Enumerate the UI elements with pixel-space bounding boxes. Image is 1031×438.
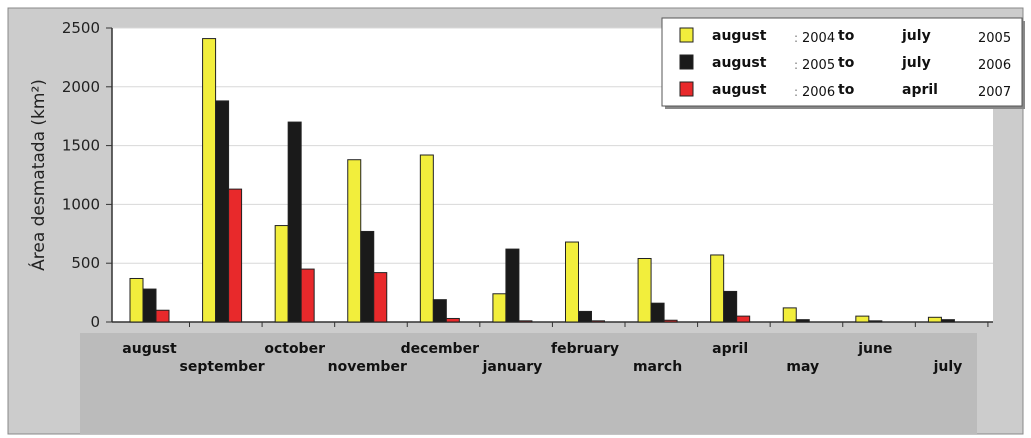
bar-february-series-2: [578, 310, 592, 323]
x-tick-label-february: february: [551, 341, 619, 357]
bar-december-series-2: [432, 299, 447, 323]
bar-july-series-1: [927, 316, 942, 323]
bar-january-series-3: [518, 320, 533, 323]
legend-from-month: august: [712, 82, 767, 98]
bar-december-series-1: [419, 154, 434, 323]
legend-swatch-series-3: [679, 81, 694, 97]
legend-from-month: august: [712, 55, 767, 71]
legend-swatch-series-2: [679, 54, 694, 70]
y-tick-label: 0: [90, 313, 100, 331]
bar-may-series-1: [782, 307, 797, 323]
y-tick-label: 1000: [62, 195, 100, 213]
legend-to-word: to: [838, 82, 855, 98]
legend-from-year: 2004: [802, 31, 835, 46]
x-tick-label-november: november: [328, 359, 407, 375]
y-axis-label: Área desmatada (km²): [27, 79, 49, 271]
legend-box: [661, 17, 1023, 107]
legend-to-year: 2007: [978, 85, 1011, 100]
bar-august-series-1: [129, 277, 144, 323]
bar-october-series-2: [287, 121, 302, 323]
bar-february-series-3: [591, 320, 605, 323]
legend-to-month: april: [902, 82, 938, 98]
legend-to-year: 2005: [978, 31, 1011, 46]
x-tick-label-april: april: [712, 341, 748, 357]
bar-october-series-1: [274, 225, 289, 323]
bar-january-series-1: [492, 293, 507, 323]
bar-june-series-2: [868, 320, 883, 323]
legend-to-word: to: [838, 28, 855, 44]
x-tick-label-june: june: [857, 341, 892, 357]
bar-august-series-2: [142, 288, 157, 323]
legend-separator-dot: :: [794, 85, 798, 99]
legend-to-month: july: [901, 28, 931, 44]
bar-november-series-1: [347, 159, 362, 323]
bar-july-series-2: [940, 319, 955, 323]
legend-from-month: august: [712, 28, 767, 44]
legend-swatch-series-1: [679, 27, 694, 43]
bar-may-series-2: [795, 319, 810, 323]
bar-april-series-3: [736, 315, 751, 323]
x-tick-label-january: january: [482, 359, 543, 375]
x-tick-label-may: may: [786, 359, 819, 375]
category-label-band: [80, 333, 977, 434]
legend-separator-dot: :: [794, 31, 798, 45]
bar-september-series-1: [202, 38, 217, 323]
y-tick-label: 2000: [62, 78, 100, 96]
bar-june-series-1: [855, 315, 870, 323]
bar-march-series-2: [650, 302, 665, 323]
x-tick-label-september: september: [180, 359, 265, 375]
x-tick-label-october: october: [264, 341, 325, 357]
y-tick-label: 2500: [62, 19, 100, 37]
legend-from-year: 2005: [802, 58, 835, 73]
bar-september-series-2: [215, 100, 230, 323]
bar-december-series-3: [445, 317, 460, 323]
bar-march-series-1: [637, 257, 652, 323]
bar-november-series-3: [373, 272, 388, 323]
x-tick-label-march: march: [633, 359, 682, 375]
x-tick-label-august: august: [122, 341, 177, 357]
bar-april-series-1: [710, 254, 725, 323]
legend-to-month: july: [901, 55, 931, 71]
x-tick-label-july: july: [933, 359, 963, 375]
bar-january-series-2: [505, 248, 520, 323]
bar-march-series-3: [663, 319, 678, 323]
bar-september-series-3: [228, 188, 243, 323]
x-tick-label-december: december: [401, 341, 479, 357]
bar-april-series-2: [723, 290, 738, 323]
bar-august-series-3: [155, 309, 170, 323]
legend-from-year: 2006: [802, 85, 835, 100]
legend-to-year: 2006: [978, 58, 1011, 73]
legend-to-word: to: [838, 55, 855, 71]
legend-separator-dot: :: [794, 58, 798, 72]
bar-february-series-1: [565, 241, 579, 323]
y-tick-label: 1500: [62, 137, 100, 155]
y-tick-label: 500: [71, 254, 100, 272]
bar-november-series-2: [360, 230, 375, 323]
bar-october-series-3: [300, 268, 315, 323]
